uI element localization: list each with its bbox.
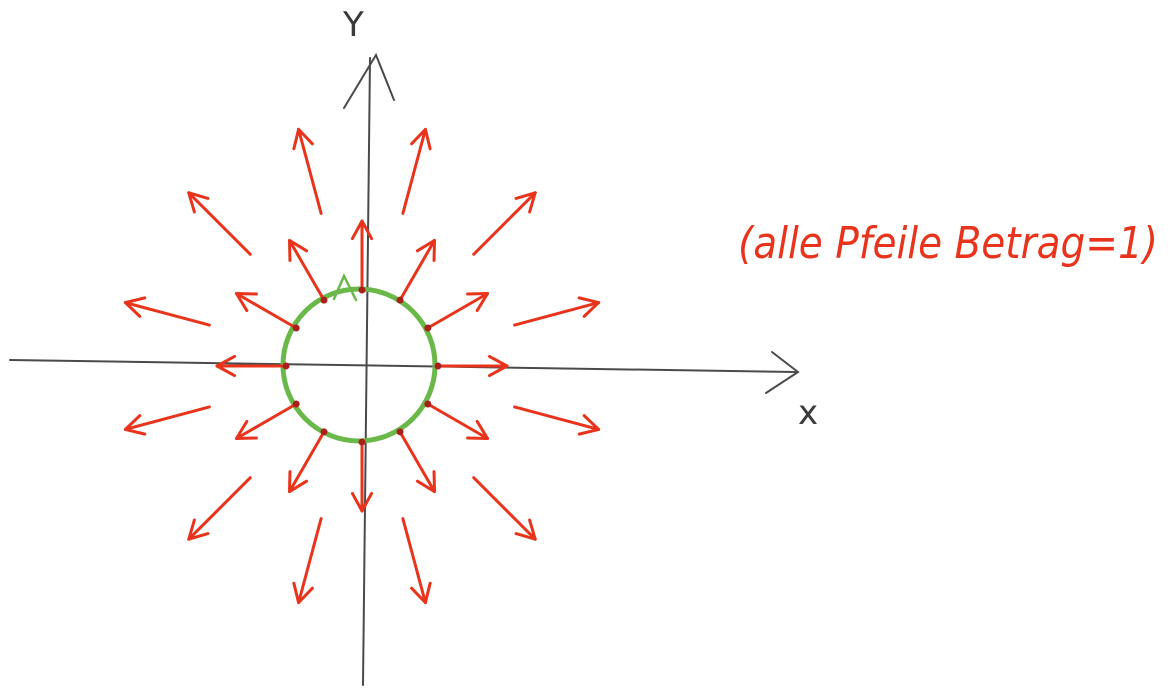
arrow-head (292, 581, 314, 605)
arrow-head (410, 127, 432, 151)
arrow-head (514, 518, 537, 541)
arrow-base-dot (358, 286, 366, 294)
x-axis-arrowhead (765, 351, 800, 394)
field-arrow (215, 354, 288, 378)
field-arrow (123, 405, 211, 436)
arrow-shaft (472, 191, 537, 256)
arrow-base-dot (282, 362, 290, 370)
arrow-shaft (297, 517, 323, 605)
arrow-head (350, 219, 374, 241)
x-axis-label: x (798, 393, 818, 433)
arrow-head (292, 127, 314, 151)
field-arrow (398, 238, 436, 302)
field-arrow (187, 476, 252, 541)
arrow-shaft (513, 301, 601, 327)
arrow-shaft (472, 476, 537, 541)
field-arrow (234, 402, 298, 440)
arrow-shaft (187, 476, 252, 541)
field-arrow (426, 292, 490, 330)
field-arrow (187, 191, 252, 256)
arrow-shaft (234, 292, 298, 330)
arrow-head (187, 191, 210, 214)
arrow-shaft (187, 191, 252, 256)
circle-orientation-mark (332, 273, 358, 302)
arrow-head (410, 581, 432, 605)
arrow-head (577, 296, 601, 318)
field-arrow (436, 354, 509, 378)
arrow-base-dot (292, 324, 300, 332)
field-arrow (288, 238, 326, 302)
arrow-shaft (398, 430, 436, 494)
arrow-head (187, 518, 210, 541)
y-axis-label: Y (342, 5, 364, 45)
arrow-head (234, 292, 258, 313)
arrow-head (466, 419, 490, 440)
arrow-head (123, 296, 147, 318)
arrow-base-dot (358, 438, 366, 446)
arrow-head (514, 191, 537, 214)
arrow-shaft (398, 238, 436, 302)
coordinate-axes (9, 52, 800, 686)
field-arrow (513, 296, 601, 327)
arrow-shaft (288, 430, 326, 494)
x-axis (9, 359, 796, 373)
arrow-base-dot (396, 296, 404, 304)
field-arrow (472, 476, 537, 541)
field-arrow (292, 517, 323, 605)
annotation-text: (alle Pfeile Betrag=1) (738, 218, 1158, 269)
arrow-shaft (123, 405, 211, 431)
field-arrow (292, 127, 323, 215)
arrow-head (487, 354, 509, 378)
arrow-head (350, 491, 374, 513)
field-arrow (234, 292, 298, 330)
arrow-shaft (297, 127, 323, 215)
arrow-shaft (234, 402, 298, 440)
y-axis (362, 57, 371, 686)
arrow-head (123, 414, 147, 436)
arrow-shaft (401, 517, 427, 605)
arrow-head (288, 470, 309, 494)
arrow-base-dot (424, 324, 432, 332)
arrow-shaft (123, 301, 211, 327)
field-arrow (350, 440, 374, 513)
arrow-shaft (401, 127, 427, 215)
field-arrow (350, 219, 374, 292)
arrow-base-dot (424, 400, 432, 408)
field-arrow (426, 402, 490, 440)
arrow-base-dot (292, 400, 300, 408)
field-arrow (123, 296, 211, 327)
arrow-head (288, 238, 309, 262)
arrow-base-dot (320, 428, 328, 436)
field-arrow (398, 430, 436, 494)
field-arrow (513, 405, 601, 436)
radial-arrows (123, 127, 601, 605)
arrow-shaft (513, 405, 601, 431)
arrow-shaft (426, 292, 490, 330)
arrow-shaft (426, 402, 490, 440)
field-arrow (472, 191, 537, 256)
arrow-shaft (288, 238, 326, 302)
arrow-head (234, 419, 258, 440)
arrow-head (466, 292, 490, 313)
y-axis-arrowhead (343, 52, 395, 109)
arrow-base-dot (396, 428, 404, 436)
field-arrow (401, 127, 432, 215)
arrow-head (577, 414, 601, 436)
arrow-head (415, 470, 436, 494)
arrow-head (415, 238, 436, 262)
arrow-base-dot (434, 362, 442, 370)
field-arrow (288, 430, 326, 494)
arrow-head (215, 354, 237, 378)
field-arrow (401, 517, 432, 605)
arrow-base-dot (320, 296, 328, 304)
